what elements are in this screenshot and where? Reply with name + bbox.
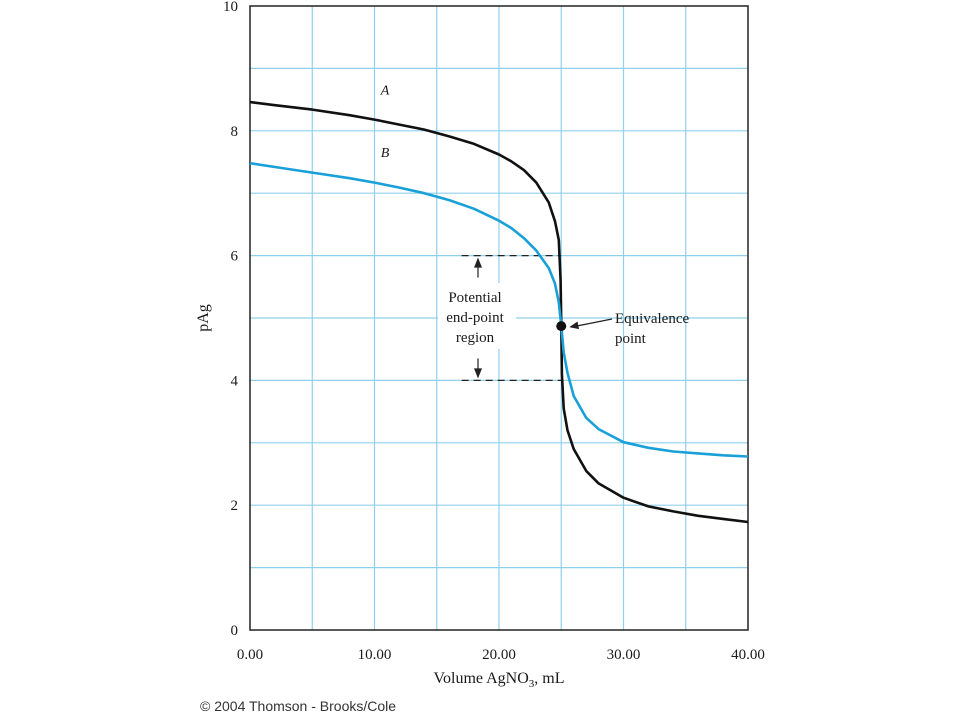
y-tick-label: 2: [231, 498, 239, 514]
curve-label-A: A: [380, 84, 390, 99]
curve-B: [249, 161, 749, 458]
annotations: Potential end-point region: [438, 254, 562, 382]
copyright-notice: © 2004 Thomson - Brooks/Cole: [200, 698, 397, 714]
y-tick-label: 0: [231, 623, 239, 639]
x-tick-labels: 0.00 10.00 20.00 30.00 40.00: [237, 647, 765, 663]
y-tick-label: 6: [231, 249, 239, 265]
equivalence-label-line: Equivalence: [615, 311, 689, 327]
end-point-label-bg: [438, 283, 516, 349]
x-tick-label: 0.00: [237, 647, 263, 663]
end-point-label-line: end-point: [446, 310, 504, 326]
x-tick-label: 10.00: [358, 647, 392, 663]
plot-frame: [249, 5, 749, 631]
equivalence-point-marker: [556, 321, 567, 332]
x-tick-label: 40.00: [731, 647, 765, 663]
arrow-down-head: [474, 368, 482, 379]
x-tick-label: 30.00: [607, 647, 641, 663]
arrow-up-head: [474, 257, 482, 268]
y-tick-label: 10: [223, 0, 238, 15]
y-tick-label: 8: [231, 124, 239, 140]
y-tick-labels: 0 2 4 6 8 10: [223, 0, 239, 639]
y-axis-title: pAg: [195, 304, 212, 332]
x-tick-label: 20.00: [482, 647, 516, 663]
y-tick-label: 4: [231, 373, 239, 389]
curve-A: [249, 100, 749, 524]
series-group: A B Equivalence point: [249, 84, 749, 524]
curve-label-B: B: [381, 146, 390, 161]
x-axis-title: Volume AgNO3, mL: [434, 670, 565, 690]
equivalence-arrow-head: [569, 321, 580, 330]
equivalence-label-line: point: [615, 331, 647, 347]
end-point-label-line: region: [456, 330, 495, 346]
end-point-label-line: Potential: [448, 290, 501, 306]
